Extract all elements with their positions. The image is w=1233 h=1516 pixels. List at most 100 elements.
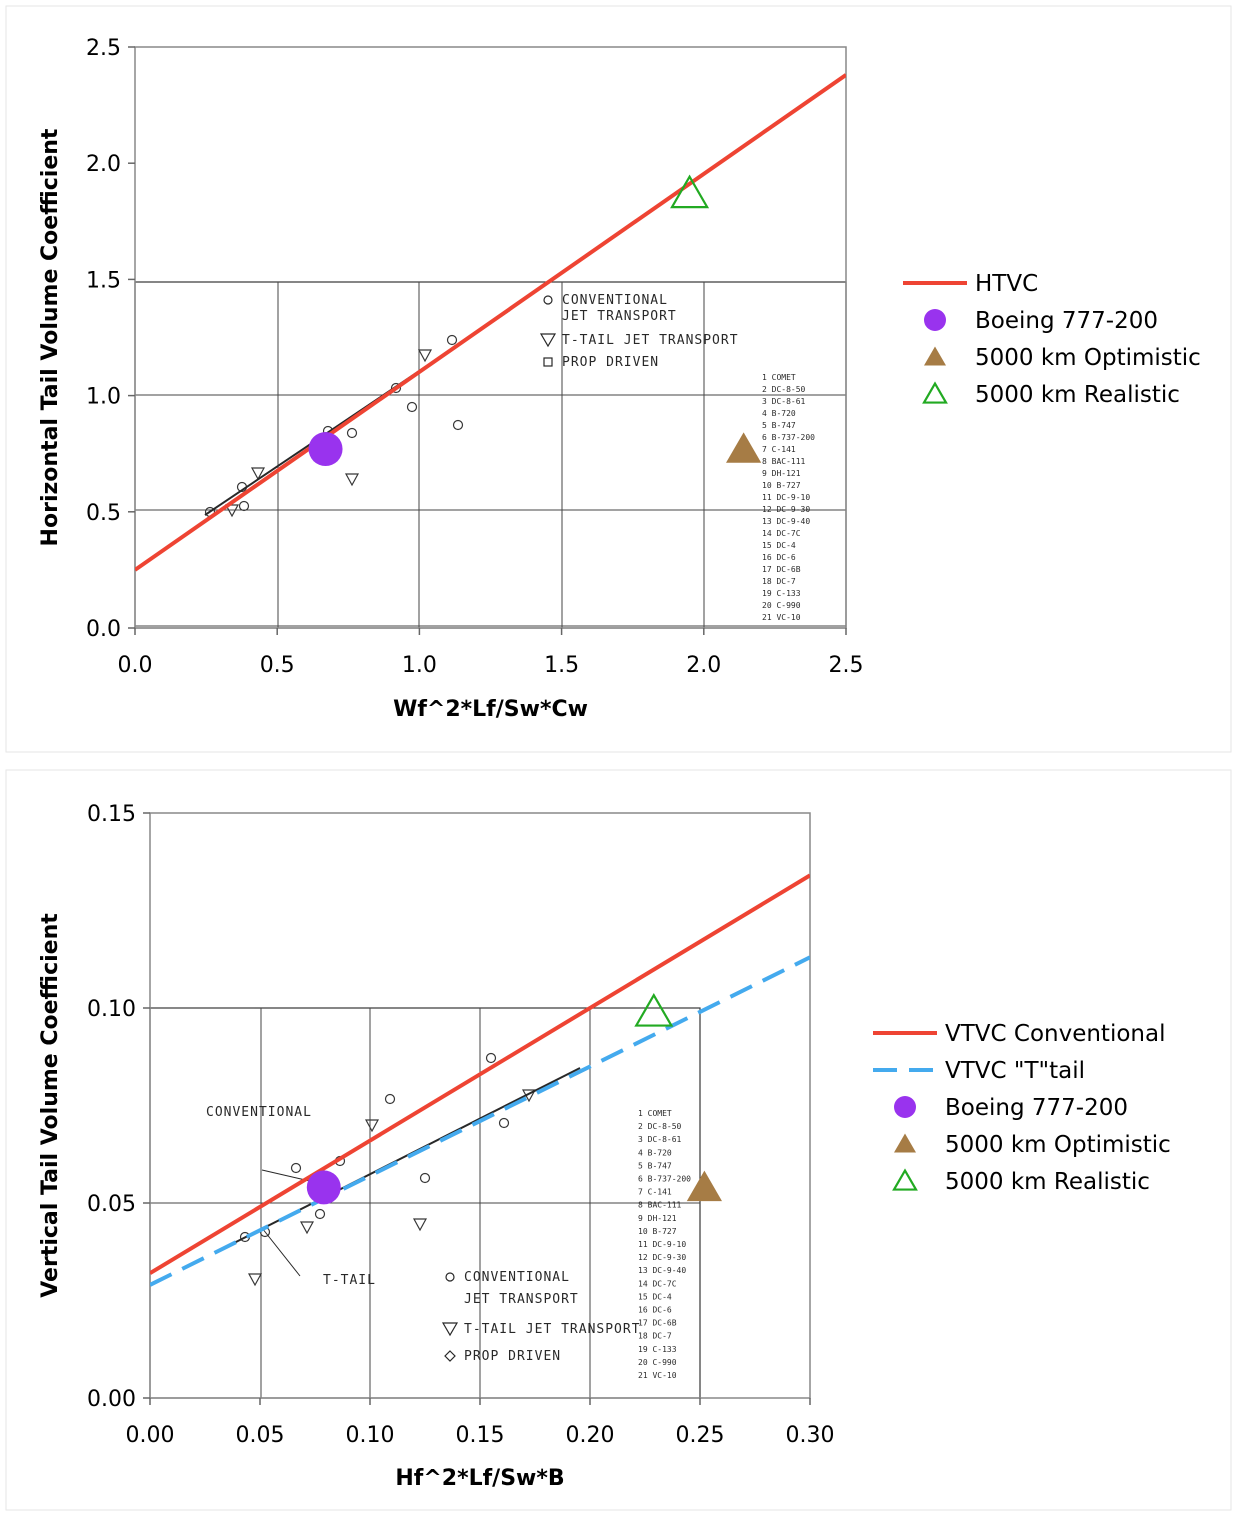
scan-symbol [446, 334, 458, 346]
scan-symbol [485, 1052, 497, 1064]
scan-aircraft-entry: 4 B-720 [638, 1148, 672, 1157]
scan-legend-text: PROP DRIVEN [464, 1349, 561, 1364]
scan-symbol [406, 401, 418, 413]
scan-symbol [419, 1172, 431, 1184]
scan-aircraft-entry: 7 C-141 [762, 445, 796, 454]
scan-symbol [238, 500, 250, 512]
scan-aircraft-entry: 3 DC-8-61 [638, 1135, 682, 1144]
scan-symbol [250, 467, 266, 481]
series-marker [306, 1170, 341, 1205]
plot-area-frame [134, 46, 847, 629]
scan-legend-diamond [444, 1350, 456, 1362]
scan-label-t-tail: T-TAIL [323, 1273, 376, 1288]
y-tick-label: 0.10 [87, 997, 136, 1022]
scan-aircraft-entry: 19 C-133 [638, 1345, 677, 1354]
scan-aircraft-entry: 15 DC-4 [638, 1292, 672, 1301]
legend-label: VTVC "T"tail [945, 1058, 1085, 1084]
x-tick-label: 0.20 [566, 1423, 615, 1448]
scan-symbol [498, 1117, 510, 1129]
scan-legend-circle [543, 295, 553, 305]
series-marker [308, 432, 343, 467]
legend-swatch-marker [922, 381, 948, 404]
scan-legend-text: CONVENTIONAL [562, 293, 668, 308]
series-marker [686, 1170, 722, 1202]
y-axis-title: Vertical Tail Volume Coefficient [38, 913, 63, 1298]
scan-aircraft-entry: 18 DC-7 [638, 1332, 672, 1341]
y-tick-label: 0.15 [87, 802, 136, 827]
scan-symbol [346, 427, 358, 439]
scan-aircraft-entry: 5 B-747 [762, 421, 796, 430]
scan-aircraft-entry: 3 DC-8-61 [762, 397, 806, 406]
scan-symbol [390, 382, 402, 394]
y-tick-label: 1.0 [86, 385, 121, 410]
scan-symbol [247, 1273, 263, 1287]
scan-legend-text: PROP DRIVEN [562, 355, 659, 370]
scan-aircraft-entry: 13 DC-9-40 [762, 517, 810, 526]
scan-label-conventional: CONVENTIONAL [206, 1105, 312, 1120]
scan-aircraft-entry: 21 VC-10 [638, 1371, 677, 1380]
legend-label: 5000 km Realistic [975, 382, 1180, 408]
scan-aircraft-entry: 11 DC-9-10 [638, 1240, 686, 1249]
y-tick-label: 0.00 [87, 1387, 136, 1412]
y-tick-label: 0.0 [86, 617, 121, 642]
legend-label: 5000 km Optimistic [975, 345, 1201, 371]
series-marker [634, 992, 674, 1027]
y-tick-label: 0.5 [86, 501, 121, 526]
x-tick-label: 2.5 [829, 653, 864, 678]
scan-legend-square [543, 357, 553, 367]
scan-legend-text: CONVENTIONAL [464, 1270, 570, 1285]
y-tick-label: 1.5 [86, 268, 121, 293]
legend-label: 5000 km Realistic [945, 1169, 1150, 1195]
scan-aircraft-entry: 17 DC-6B [638, 1319, 677, 1328]
scan-aircraft-entry: 5 B-747 [638, 1161, 672, 1170]
x-tick-label: 1.0 [402, 653, 437, 678]
scan-legend-text: T-TAIL JET TRANSPORT [464, 1322, 641, 1337]
y-tick-label: 0.05 [87, 1192, 136, 1217]
x-tick-label: 0.30 [786, 1423, 835, 1448]
scan-legend-triangle [441, 1322, 459, 1337]
scan-aircraft-entry: 16 DC-6 [638, 1306, 672, 1315]
legend-label: VTVC Conventional [945, 1021, 1165, 1047]
scan-aircraft-entry: 18 DC-7 [762, 577, 796, 586]
scan-symbol [364, 1119, 380, 1133]
x-tick-label: 0.00 [126, 1423, 175, 1448]
legend-swatch-marker [924, 309, 946, 331]
series-marker [670, 174, 710, 209]
scan-aircraft-entry: 10 B-727 [638, 1227, 677, 1236]
legend-swatch-marker [892, 1168, 918, 1191]
x-tick-label: 1.5 [544, 653, 579, 678]
scan-symbol [314, 1208, 326, 1220]
scan-symbol [299, 1221, 315, 1235]
scan-legend-circle [445, 1272, 455, 1282]
scan-aircraft-entry: 10 B-727 [762, 481, 801, 490]
scan-aircraft-entry: 15 DC-4 [762, 541, 796, 550]
scan-aircraft-entry: 12 DC-9-30 [638, 1253, 686, 1262]
scan-aircraft-entry: 4 B-720 [762, 409, 796, 418]
legend-label: Boeing 777-200 [945, 1095, 1128, 1121]
scan-aircraft-entry: 1 COMET [638, 1109, 672, 1118]
scan-aircraft-entry: 12 DC-9-30 [762, 505, 810, 514]
x-tick-label: 0.05 [236, 1423, 285, 1448]
scan-aircraft-entry: 9 DH-121 [638, 1214, 677, 1223]
legend-swatch-marker [894, 1133, 916, 1153]
scan-symbol [290, 1162, 302, 1174]
scan-aircraft-entry: 21 VC-10 [762, 613, 801, 622]
scan-aircraft-entry: 20 C-990 [638, 1358, 677, 1367]
scan-aircraft-entry: 16 DC-6 [762, 553, 796, 562]
legend-label: 5000 km Optimistic [945, 1132, 1171, 1158]
scan-legend-text: JET TRANSPORT [562, 309, 677, 324]
scan-aircraft-entry: 11 DC-9-10 [762, 493, 810, 502]
x-tick-label: 2.0 [686, 653, 721, 678]
scan-leader [261, 1227, 301, 1277]
x-tick-label: 0.10 [346, 1423, 395, 1448]
scan-symbol [224, 504, 240, 518]
scan-aircraft-entry: 8 BAC-111 [638, 1201, 682, 1210]
x-tick-label: 0.15 [456, 1423, 505, 1448]
scan-aircraft-entry: 17 DC-6B [762, 565, 801, 574]
scan-aircraft-entry: 7 C-141 [638, 1188, 672, 1197]
legend: HTVC Boeing 777-200 5000 km Optimistic 5000… [903, 271, 1201, 408]
scan-aircraft-entry: 14 DC-7C [638, 1279, 677, 1288]
